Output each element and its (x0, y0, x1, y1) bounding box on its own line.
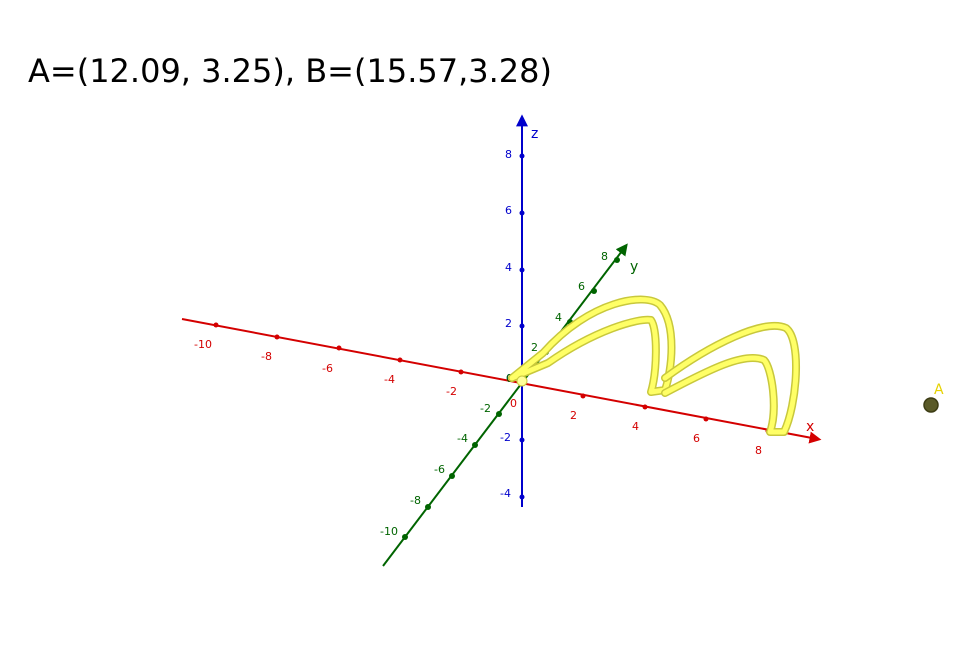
y-tick-mark (402, 534, 408, 540)
x-tick-label: -6 (322, 362, 333, 375)
curve-body (662, 323, 799, 435)
x-tick-label: -8 (261, 350, 272, 363)
x-tick-label: 2 (570, 409, 577, 422)
y-tick-label: 6 (578, 280, 585, 293)
x-axis: x -10 -8 -6 -4 -2 0 2 4 6 8 (181, 318, 822, 457)
z-tick-mark (519, 494, 525, 500)
y-tick-label: -6 (434, 463, 445, 476)
point-a-dot[interactable] (923, 397, 939, 413)
y-tick-mark (425, 504, 431, 510)
z-tick-mark (519, 323, 525, 329)
y-tick-mark (496, 411, 502, 417)
x-tick-label: 8 (755, 444, 762, 457)
z-axis-ticks: -4 -2 0 2 4 6 8 (500, 148, 525, 500)
x-tick-mark (458, 369, 464, 375)
x-axis-name: x (806, 419, 814, 435)
z-tick-label: -4 (500, 487, 511, 500)
z-tick-label: 6 (505, 204, 512, 217)
point-a-label: A (934, 382, 944, 398)
x-tick-mark (703, 416, 709, 422)
origin-marker (516, 375, 528, 387)
x-tick-label: -2 (446, 385, 457, 398)
x-tick-label: 4 (632, 420, 639, 433)
y-tick-mark (472, 442, 478, 448)
x-tick-mark (213, 322, 219, 328)
z-tick-mark (519, 153, 525, 159)
y-tick-label: 4 (555, 311, 562, 324)
z-axis: z -4 -2 0 2 4 6 8 (500, 114, 538, 507)
y-tick-label: 2 (531, 341, 538, 354)
z-axis-name: z (531, 126, 538, 142)
formula-caption: A=(12.09, 3.25), B=(15.57,3.28) (28, 52, 552, 90)
y-tick-label: -2 (480, 402, 491, 415)
x-tick-mark (580, 393, 586, 399)
y-tick-mark (591, 288, 597, 294)
x-tick-mark (642, 404, 648, 410)
z-tick-mark (519, 210, 525, 216)
x-tick-label: 6 (693, 432, 700, 445)
z-tick-label: 8 (505, 148, 512, 161)
z-tick-label: 2 (505, 317, 512, 330)
z-tick-label: -2 (500, 431, 511, 444)
x-tick-mark (274, 334, 280, 340)
point-a[interactable]: A (923, 382, 944, 413)
y-tick-label: -4 (457, 432, 468, 445)
z-tick-mark (519, 267, 525, 273)
x-tick-label: -4 (384, 373, 395, 386)
x-tick-mark (336, 345, 342, 351)
x-tick-label: 0 (510, 397, 517, 410)
y-tick-mark (614, 257, 620, 263)
y-axis-name: y (630, 259, 638, 275)
x-tick-mark (397, 357, 403, 363)
z-tick-label: 4 (505, 261, 512, 274)
y-tick-mark (449, 473, 455, 479)
y-tick-label: 8 (601, 250, 608, 263)
x-tick-label: -10 (194, 338, 212, 351)
y-tick-label: -10 (380, 525, 398, 538)
curve-outline (661, 321, 801, 436)
z-tick-mark (519, 437, 525, 443)
yellow-tube-curve[interactable] (508, 295, 801, 436)
y-axis-line (382, 243, 628, 567)
y-tick-label: -8 (410, 494, 421, 507)
